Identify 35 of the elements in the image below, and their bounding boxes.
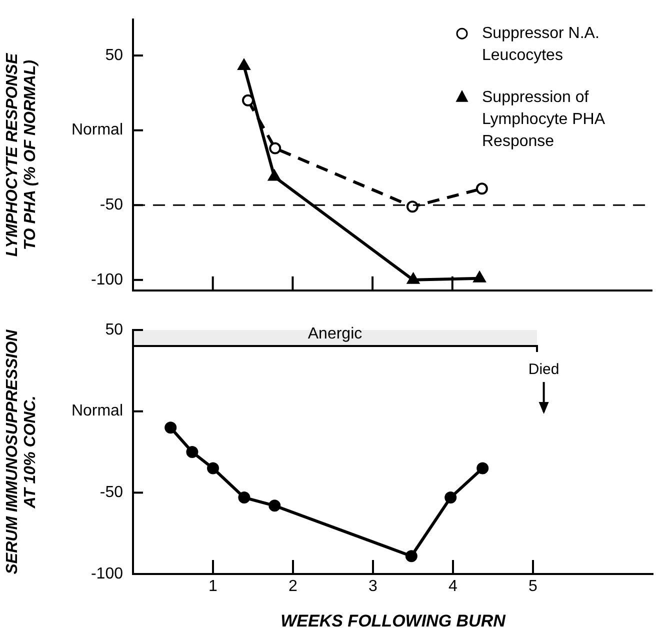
y-axis-title: SERUM IMMUNOSUPPRESSION AT 10% CONC. <box>4 329 39 574</box>
point <box>473 271 486 282</box>
point <box>186 446 198 458</box>
point <box>268 500 281 512</box>
x-tick-label: 3 <box>368 578 378 596</box>
point <box>207 462 219 474</box>
legend-label: Suppression of Lymphocyte PHA Response <box>482 89 606 150</box>
point <box>407 272 420 284</box>
point <box>164 422 177 434</box>
point <box>476 182 488 195</box>
y-tick-label: -50 <box>100 484 124 502</box>
y-tick-label: -50 <box>100 196 124 214</box>
y-tick-label: Normal <box>71 122 123 139</box>
y-tick-label: -100 <box>90 271 124 288</box>
x-tick-label: 1 <box>208 578 218 596</box>
x-tick-label: 5 <box>528 578 538 596</box>
legend-label: Suppressor N.A. Leucocytes <box>482 25 600 64</box>
point <box>242 94 254 106</box>
band-label: Anergic <box>308 325 362 342</box>
point <box>268 170 281 181</box>
annotation: Died <box>528 361 560 378</box>
point <box>444 492 457 504</box>
point <box>238 492 250 504</box>
x-tick-label: 2 <box>288 578 298 596</box>
y-tick-label: -100 <box>90 565 124 582</box>
y-tick-label: 50 <box>105 46 124 64</box>
x-axis-title: WEEKS FOLLOWING BURN <box>280 611 506 630</box>
point <box>406 200 418 213</box>
point <box>269 142 282 154</box>
point <box>476 462 489 474</box>
y-tick-label: 50 <box>105 321 124 338</box>
point <box>405 550 418 562</box>
x-tick-label: 4 <box>448 578 458 596</box>
y-tick-label: Normal <box>71 402 123 420</box>
y-axis-title: LYMPHOCYTE RESPONSE TO PHA (% OF NORMAL) <box>4 52 39 257</box>
